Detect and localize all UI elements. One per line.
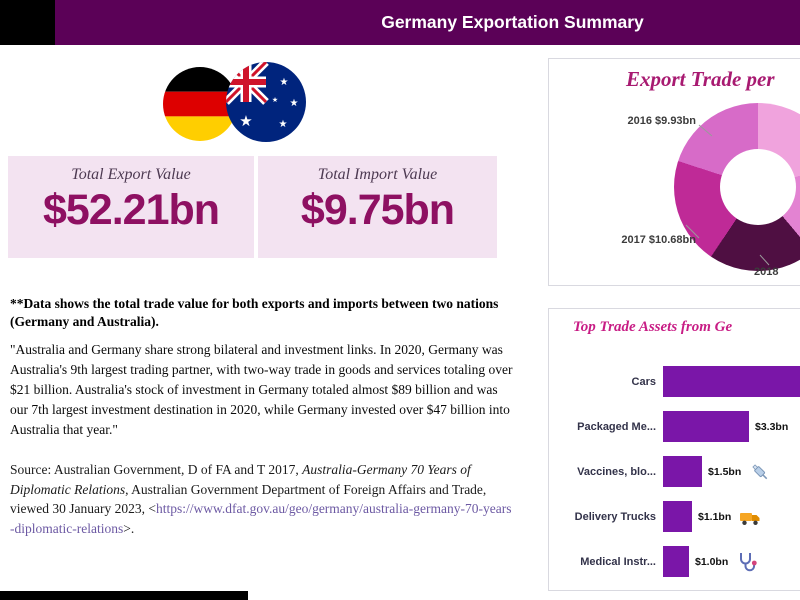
svg-text:★: ★ xyxy=(272,96,278,104)
bar-medical-instruments[interactable] xyxy=(663,546,689,577)
top-trade-assets-panel: Top Trade Assets from Ge Cars Packaged M… xyxy=(548,308,800,591)
australia-flag-icon: ★ ★ ★ ★ ★ xyxy=(226,62,306,142)
donut-label-2018: 2018 xyxy=(754,266,779,278)
source-end: >. xyxy=(123,520,135,536)
donut-label-2016: 2016 $9.93bn xyxy=(627,115,697,127)
bar-category-label: Cars xyxy=(631,375,656,388)
page-title: Germany Exportation Summary xyxy=(381,12,644,32)
source-url-link[interactable]: https://www.dfat.gov.au/geo/germany/aust… xyxy=(10,501,512,536)
bar-category-label: Medical Instr... xyxy=(580,555,656,568)
bar-value-label: $3.3bn xyxy=(755,420,789,433)
bar-row-delivery-trucks: Delivery Trucks $1.1bn xyxy=(549,494,800,539)
donut-hole xyxy=(720,149,796,225)
bar-category-label: Packaged Me... xyxy=(577,420,656,433)
letterbox-bottom xyxy=(0,591,248,600)
donut-panel-title: Export Trade per xyxy=(626,67,775,91)
svg-text:★: ★ xyxy=(280,77,289,88)
source-middle: , Australian Government Department of Fo… xyxy=(10,481,487,517)
bar-cars[interactable] xyxy=(663,366,800,397)
quote-paragraph: "Australia and Germany share strong bila… xyxy=(10,342,513,437)
stethoscope-icon xyxy=(736,551,758,573)
data-note: **Data shows the total trade value for b… xyxy=(10,296,499,329)
bar-delivery-trucks[interactable] xyxy=(663,501,692,532)
export-trade-donut-panel: Export Trade per 2016 $9.93bn 2017 $10.6… xyxy=(548,58,800,286)
export-card-value: $52.21bn xyxy=(42,186,220,234)
import-card-label: Total Import Value xyxy=(317,166,438,183)
donut-chart[interactable] xyxy=(674,103,800,271)
delivery-truck-icon xyxy=(739,506,761,528)
import-card-value: $9.75bn xyxy=(300,186,455,234)
bar-value-label: $1.5bn xyxy=(708,465,742,478)
bar-value-label: $1.1bn xyxy=(698,510,732,523)
bar-value-label: $1.0bn xyxy=(695,555,729,568)
import-value-card: Total Import Value $9.75bn xyxy=(258,156,497,258)
svg-text:★: ★ xyxy=(290,98,299,109)
bar-vaccines[interactable] xyxy=(663,456,702,487)
header-bar: Germany Exportation Summary xyxy=(55,0,800,45)
source-prefix: Source: Australian Government, D of FA a… xyxy=(10,462,303,477)
donut-label-2017: 2017 $10.68bn xyxy=(621,234,696,246)
export-card-label: Total Export Value xyxy=(71,166,191,183)
bar-packaged-medicaments[interactable] xyxy=(663,411,749,442)
syringe-icon xyxy=(749,461,771,483)
source-paragraph: Source: Australian Government, D of FA a… xyxy=(10,460,515,538)
bar-row-vaccines: Vaccines, blo... $1.5bn xyxy=(549,449,800,494)
export-value-card: Total Export Value $52.21bn xyxy=(8,156,254,258)
bar-category-label: Vaccines, blo... xyxy=(577,465,656,478)
bar-category-label: Delivery Trucks xyxy=(574,510,656,523)
svg-text:★: ★ xyxy=(239,112,252,130)
bar-row-packaged-medicaments: Packaged Me... $3.3bn xyxy=(549,404,800,449)
germany-flag-icon xyxy=(163,67,237,141)
svg-text:★: ★ xyxy=(279,119,288,130)
bars-chart: Cars Packaged Me... $3.3bn Vaccines, blo… xyxy=(549,359,800,584)
bars-panel-title: Top Trade Assets from Ge xyxy=(573,319,733,335)
letterbox-top-left xyxy=(0,0,55,45)
bar-row-medical-instruments: Medical Instr... $1.0bn xyxy=(549,539,800,584)
bar-row-cars: Cars xyxy=(549,359,800,404)
source-title: Australia-Germany 70 Years of Diplomatic… xyxy=(10,462,471,497)
